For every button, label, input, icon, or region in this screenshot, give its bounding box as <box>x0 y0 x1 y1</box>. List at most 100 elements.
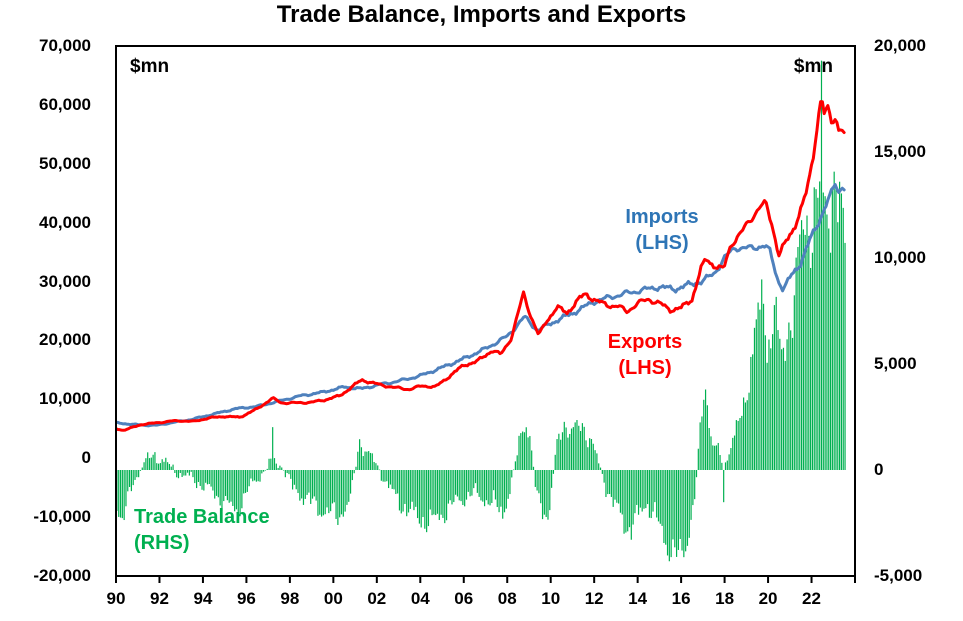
trade-balance-bar <box>632 470 634 525</box>
x-axis-tick-label: 18 <box>715 589 735 608</box>
trade-balance-bar <box>121 470 123 519</box>
trade-balance-bar <box>239 470 241 517</box>
trade-balance-bar <box>590 439 593 470</box>
trade-balance-bar <box>426 470 428 533</box>
trade-balance-bar <box>183 470 185 476</box>
trade-balance-bar <box>788 322 790 470</box>
trade-balance-bar <box>284 470 286 478</box>
trade-balance-bar <box>395 470 397 495</box>
trade-balance-bar <box>391 470 393 489</box>
trade-balance-bar <box>456 470 459 497</box>
trade-balance-bar <box>234 470 236 512</box>
trade-balance-bar <box>205 470 207 483</box>
trade-balance-bar <box>474 470 477 484</box>
trade-balance-bar <box>820 60 823 470</box>
trade-balance-bar <box>612 470 614 507</box>
trade-balance-bar <box>685 470 687 552</box>
trade-balance-bar <box>402 470 404 512</box>
trade-balance-bar <box>599 467 602 470</box>
trade-balance-bar <box>185 470 187 476</box>
trade-balance-bar <box>728 454 730 470</box>
trade-balance-bar <box>551 470 553 488</box>
trade-balance-bar <box>697 448 699 470</box>
trade-balance-bar <box>141 467 143 470</box>
trade-balance-bar <box>589 438 591 470</box>
trade-balance-bar <box>752 354 754 470</box>
trade-balance-bar <box>514 461 516 470</box>
trade-balance-bar <box>558 433 560 470</box>
trade-balance-bar <box>196 470 198 489</box>
trade-balance-bar <box>815 189 817 470</box>
right-axis-tick-label: 15,000 <box>874 142 926 161</box>
trade-balance-bar <box>790 330 792 470</box>
trade-balance-bar <box>710 436 712 470</box>
trade-balance-bar <box>360 447 363 470</box>
trade-balance-bar <box>556 439 558 470</box>
trade-balance-bar <box>445 470 448 521</box>
x-axis-tick-label: 00 <box>323 589 343 608</box>
trade-balance-bar <box>482 470 484 502</box>
trade-balance-bar <box>549 470 551 511</box>
trade-balance-bar <box>569 433 571 470</box>
trade-balance-bar <box>208 470 210 484</box>
trade-balance-bar <box>154 452 156 470</box>
trade-balance-bar <box>320 470 323 517</box>
left-axis-tick-label: 40,000 <box>39 212 91 232</box>
trade-balance-bar <box>802 229 804 470</box>
trade-balance-bar <box>712 445 714 470</box>
x-axis-tick-label: 08 <box>497 589 517 608</box>
trade-balance-bar <box>735 420 737 470</box>
trade-balance-bar <box>619 470 622 513</box>
trade-balance-bar <box>282 470 285 471</box>
trade-balance-bar <box>621 470 623 515</box>
trade-balance-bar <box>583 426 585 470</box>
trade-balance-bar <box>750 356 752 470</box>
trade-balance-bar <box>427 470 430 527</box>
trade-balance-bar <box>576 420 578 470</box>
trade-balance-bar <box>831 186 833 470</box>
trade-balance-bar <box>675 470 678 557</box>
trade-balance-bar <box>511 470 513 478</box>
trade-balance-bar <box>263 470 265 472</box>
trade-balance-series-label: Trade Balance (RHS) <box>134 506 270 554</box>
trade-balance-bar <box>317 470 319 516</box>
trade-balance-bar <box>259 470 261 482</box>
trade-balance-bar <box>476 470 478 493</box>
trade-balance-bar <box>165 457 167 470</box>
trade-balance-bar <box>299 470 301 501</box>
trade-balance-bar <box>773 305 775 470</box>
trade-balance-bar <box>833 171 835 470</box>
trade-balance-bar <box>779 338 781 470</box>
trade-balance-bar <box>159 463 161 470</box>
trade-balance-bar <box>389 470 392 485</box>
trade-balance-bar <box>406 470 408 517</box>
trade-balance-bar <box>221 470 223 511</box>
trade-balance-bar <box>811 252 814 470</box>
trade-balance-bar <box>520 433 522 470</box>
trade-balance-bar <box>829 252 832 470</box>
trade-balance-bar <box>703 399 705 470</box>
trade-balance-bar <box>288 470 290 475</box>
trade-balance-bar <box>618 470 620 504</box>
trade-balance-bar <box>786 339 788 470</box>
trade-balance-bar <box>462 470 464 505</box>
trade-balance-bar <box>168 464 171 470</box>
trade-balance-bar <box>333 470 335 503</box>
trade-balance-bar <box>672 470 674 540</box>
trade-balance-bar <box>627 470 629 532</box>
trade-balance-bar <box>145 458 147 470</box>
trade-balance-bar <box>737 420 739 470</box>
trade-balance-bar <box>190 470 192 472</box>
trade-balance-bar <box>206 470 209 485</box>
trade-balance-bar <box>458 470 460 501</box>
trade-balance-bar <box>679 470 681 539</box>
trade-balance-bar <box>147 452 149 470</box>
trade-balance-bar <box>407 470 410 513</box>
trade-balance-bar <box>561 432 564 470</box>
trade-balance-bar <box>373 461 375 470</box>
trade-balance-bar <box>636 470 638 505</box>
trade-balance-bar <box>828 228 830 470</box>
trade-balance-bar <box>308 470 310 493</box>
x-axis-tick-label: 02 <box>367 589 387 608</box>
trade-balance-bar <box>554 454 556 470</box>
